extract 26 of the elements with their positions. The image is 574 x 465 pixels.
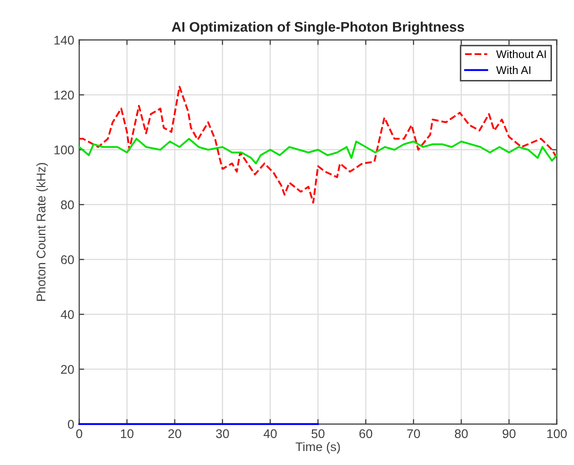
legend-label: Without AI bbox=[496, 50, 546, 58]
x-tick-label: 30 bbox=[216, 429, 229, 438]
y-tick-label: 60 bbox=[61, 255, 74, 264]
x-tick-label: 10 bbox=[120, 429, 134, 438]
x-axis-title: Time (s) bbox=[296, 442, 340, 454]
line-series bbox=[78, 138, 558, 164]
y-axis-title: Photon Count Rate (kHz) bbox=[36, 162, 48, 301]
chart-title: AI Optimization of Single-Photon Brightness bbox=[172, 22, 464, 35]
x-tick-label: 70 bbox=[407, 429, 420, 438]
x-tick-label: 50 bbox=[312, 429, 324, 438]
x-tick-label: 90 bbox=[502, 429, 516, 438]
y-tick-label: 120 bbox=[54, 90, 74, 100]
line-series bbox=[78, 86, 558, 204]
legend-label: With AI bbox=[496, 66, 530, 74]
y-tick-label: 0 bbox=[68, 420, 74, 429]
y-tick-label: 80 bbox=[60, 200, 74, 210]
x-tick-label: 100 bbox=[547, 429, 567, 438]
y-tick-label: 20 bbox=[61, 365, 74, 374]
y-tick-label: 40 bbox=[60, 310, 74, 319]
y-tick-label: 140 bbox=[54, 36, 74, 45]
x-tick-label: 0 bbox=[76, 429, 82, 438]
x-tick-label: 40 bbox=[264, 429, 277, 438]
y-tick-label: 100 bbox=[54, 146, 74, 154]
x-tick-label: 60 bbox=[359, 429, 372, 438]
x-tick-label: 80 bbox=[454, 429, 468, 438]
x-tick-label: 20 bbox=[168, 429, 182, 438]
